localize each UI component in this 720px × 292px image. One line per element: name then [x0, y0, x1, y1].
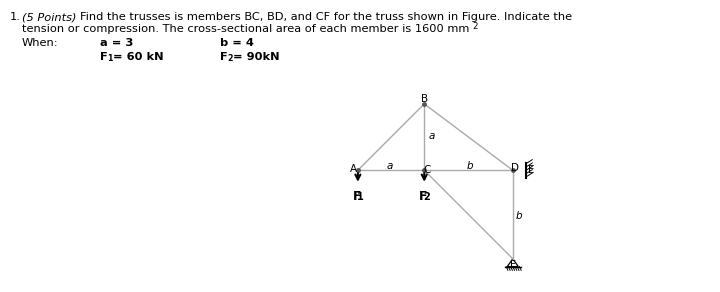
- Text: a: a: [387, 161, 393, 171]
- Text: b: b: [467, 161, 473, 171]
- Text: F: F: [510, 260, 516, 270]
- Text: a: a: [429, 131, 435, 141]
- Text: F: F: [100, 52, 108, 62]
- Text: Find the trusses is members BC, BD, and CF for the truss shown in Figure. Indica: Find the trusses is members BC, BD, and …: [80, 12, 572, 22]
- Text: 1.: 1.: [10, 12, 21, 22]
- Text: F: F: [220, 52, 228, 62]
- Text: b = 4: b = 4: [220, 38, 254, 48]
- Text: 1: 1: [357, 192, 364, 202]
- Text: C: C: [423, 165, 431, 175]
- Text: 2: 2: [227, 54, 233, 63]
- Text: E: E: [528, 165, 534, 175]
- Text: a = 3: a = 3: [100, 38, 133, 48]
- Text: = 60 kN: = 60 kN: [113, 52, 163, 62]
- Text: 2: 2: [423, 192, 430, 202]
- Text: (5 Points): (5 Points): [22, 12, 76, 22]
- Text: 2: 2: [472, 22, 477, 31]
- Text: F: F: [418, 190, 427, 203]
- Text: B: B: [420, 94, 428, 104]
- Text: b: b: [516, 211, 523, 221]
- Text: D: D: [511, 163, 519, 173]
- Text: F: F: [353, 190, 361, 203]
- Text: 1: 1: [107, 54, 112, 63]
- Text: A: A: [349, 164, 356, 173]
- Text: When:: When:: [22, 38, 58, 48]
- Text: = 90kN: = 90kN: [233, 52, 279, 62]
- Text: tension or compression. The cross-sectional area of each member is 1600 mm: tension or compression. The cross-sectio…: [22, 24, 469, 34]
